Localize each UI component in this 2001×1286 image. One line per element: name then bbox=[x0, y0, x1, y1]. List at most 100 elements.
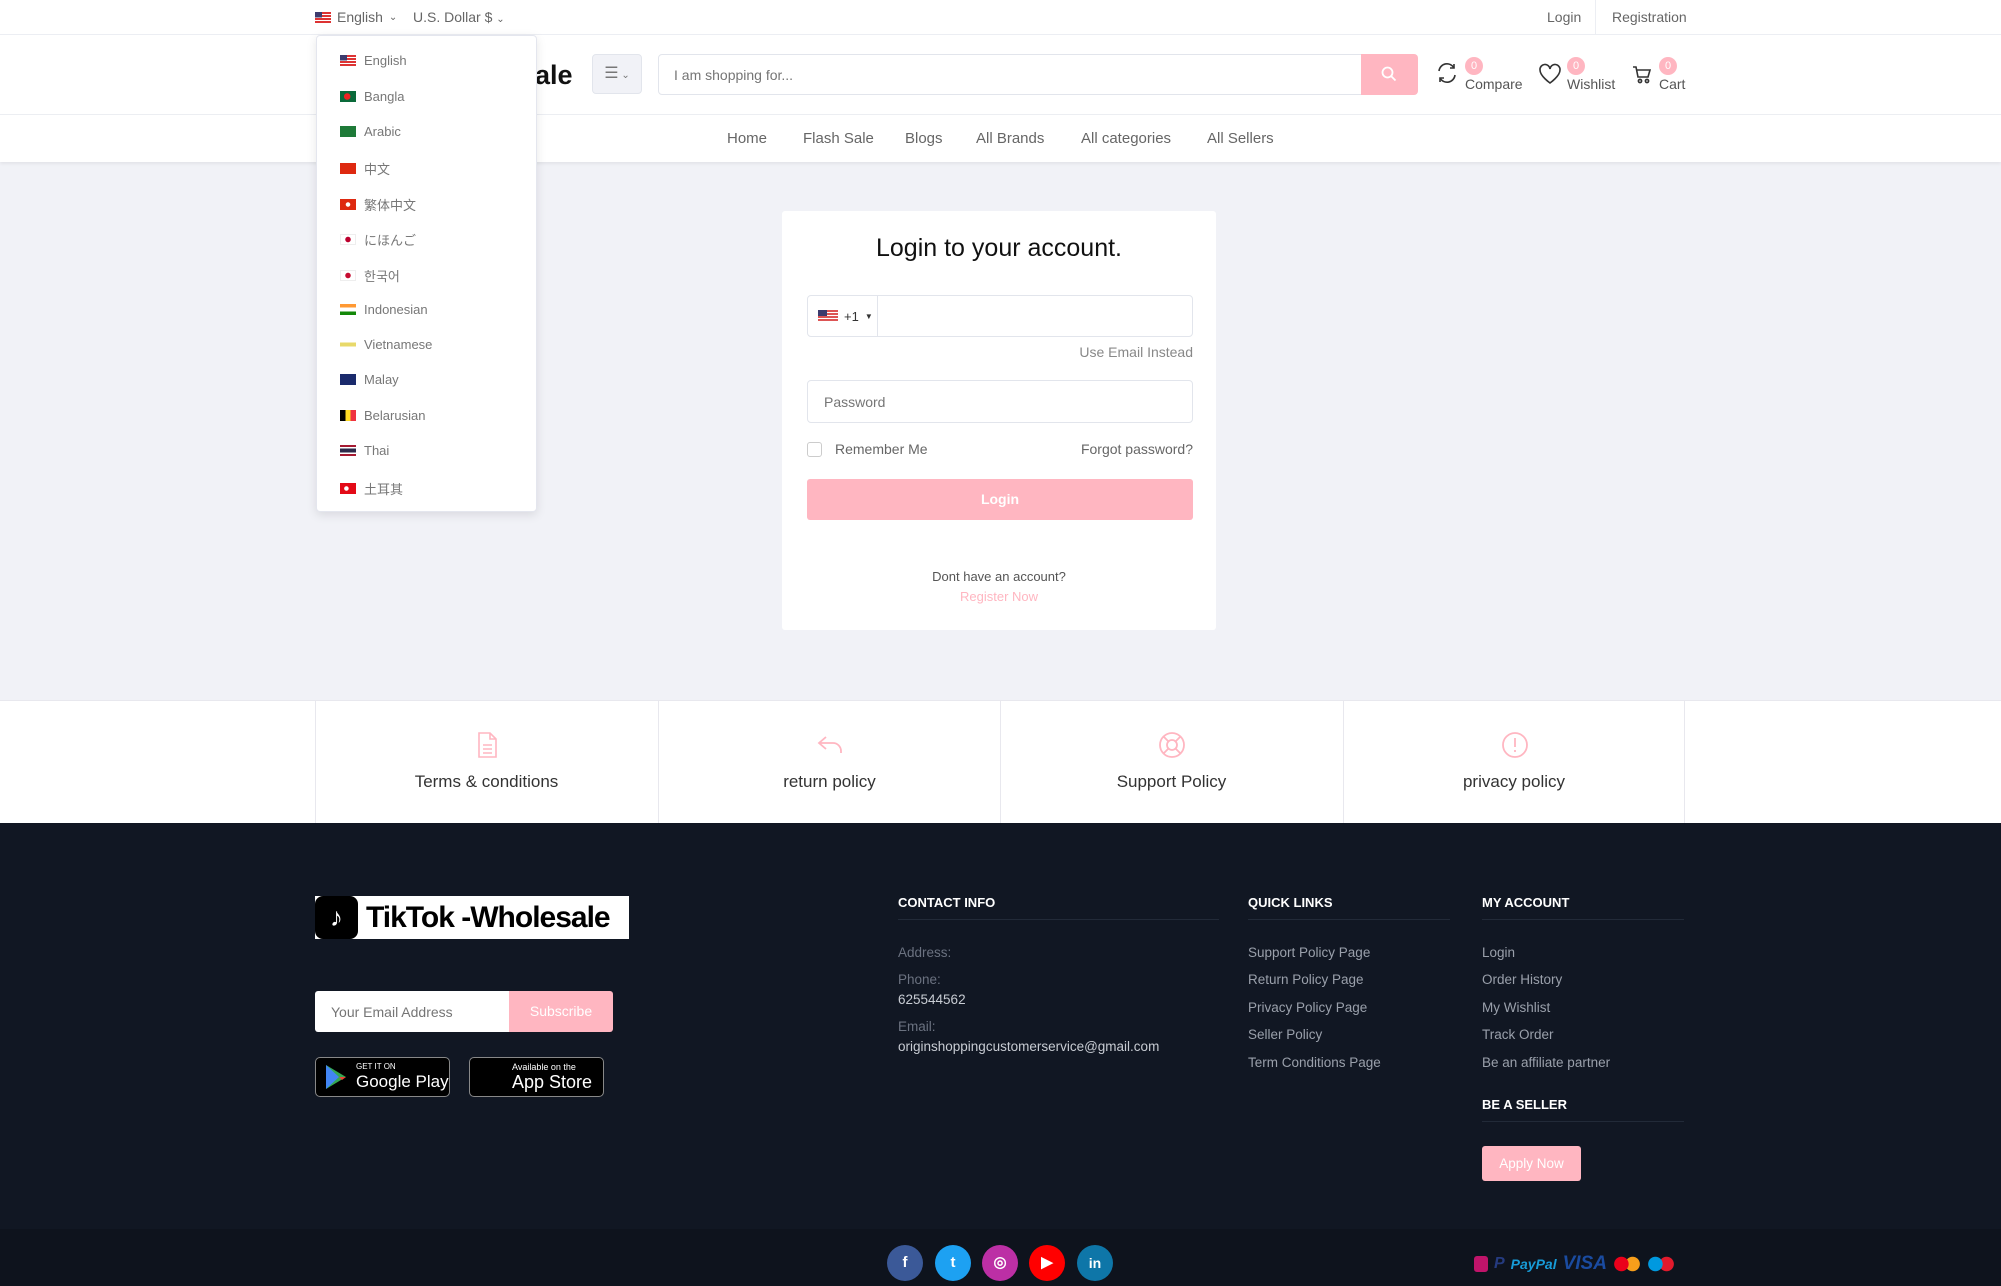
address-label: Address: bbox=[898, 945, 952, 960]
login-link[interactable]: Login bbox=[1547, 9, 1582, 25]
register-now-link[interactable]: Register Now bbox=[959, 589, 1039, 604]
us-flag-icon bbox=[818, 310, 838, 322]
wishlist-button[interactable] bbox=[1538, 63, 1562, 90]
account-link-affiliate[interactable]: Be an affiliate partner bbox=[1482, 1055, 1611, 1070]
nav-all-brands[interactable]: All Brands bbox=[976, 130, 1045, 147]
language-label: 한국어 bbox=[364, 269, 400, 284]
account-link-login[interactable]: Login bbox=[1482, 945, 1516, 960]
alert-circle-icon bbox=[1502, 732, 1528, 758]
language-option-malay[interactable]: Malay bbox=[340, 372, 399, 387]
language-option-arabic[interactable]: Arabic bbox=[340, 124, 401, 139]
wishlist-label[interactable]: Wishlist bbox=[1567, 76, 1616, 92]
account-link-track-order[interactable]: Track Order bbox=[1482, 1027, 1554, 1042]
compare-button[interactable] bbox=[1436, 62, 1458, 89]
cart-label[interactable]: Cart bbox=[1659, 76, 1686, 92]
hamburger-icon: ☰ bbox=[604, 65, 619, 82]
instagram-icon[interactable]: ◎ bbox=[982, 1245, 1018, 1281]
currency-selector[interactable]: U.S. Dollar $ ⌄ bbox=[413, 9, 505, 25]
lifebuoy-icon bbox=[1159, 732, 1185, 758]
language-label: Malay bbox=[364, 372, 399, 387]
newsletter-email-input[interactable] bbox=[315, 991, 509, 1032]
login-button[interactable]: Login bbox=[807, 479, 1193, 520]
flag-icon bbox=[340, 234, 356, 245]
footer-logo[interactable]: ♪ TikTok -Wholesale bbox=[315, 896, 629, 939]
youtube-icon[interactable]: ▶ bbox=[1029, 1245, 1065, 1281]
quick-link-support-policy[interactable]: Support Policy Page bbox=[1248, 945, 1371, 960]
language-label: Bangla bbox=[364, 89, 405, 104]
my-account-heading: MY ACCOUNT bbox=[1482, 895, 1570, 910]
flag-icon bbox=[340, 199, 356, 210]
flag-icon bbox=[340, 339, 356, 350]
quick-link-seller-policy[interactable]: Seller Policy bbox=[1248, 1027, 1323, 1042]
subscribe-button[interactable]: Subscribe bbox=[509, 991, 613, 1032]
language-option-bangla[interactable]: Bangla bbox=[340, 89, 404, 104]
top-bar bbox=[0, 0, 2001, 35]
compare-label[interactable]: Compare bbox=[1465, 76, 1523, 92]
payment-methods: P PayPal VISA bbox=[1474, 1253, 1675, 1275]
quick-link-return-policy[interactable]: Return Policy Page bbox=[1248, 972, 1364, 987]
cart-icon bbox=[1633, 66, 1652, 84]
badge-small-text: Available on the bbox=[512, 1062, 576, 1072]
language-option-korean[interactable]: 한국어 bbox=[340, 266, 400, 285]
nav-all-categories[interactable]: All categories bbox=[1081, 130, 1172, 147]
cart-button[interactable] bbox=[1632, 65, 1652, 90]
twitter-icon[interactable]: t bbox=[935, 1245, 971, 1281]
app-store-badge[interactable]: Available on the App Store bbox=[469, 1057, 604, 1097]
logo-text: TikTok -Wholesale bbox=[366, 900, 611, 934]
forgot-password-link[interactable]: Forgot password? bbox=[1080, 441, 1193, 457]
policy-label: return policy bbox=[783, 772, 876, 791]
mastercard-icon bbox=[1612, 1256, 1641, 1272]
language-option-turkish[interactable]: 土耳其 bbox=[340, 479, 403, 498]
nav-blogs[interactable]: Blogs bbox=[905, 130, 943, 147]
quick-link-term-conditions[interactable]: Term Conditions Page bbox=[1248, 1055, 1381, 1070]
remember-label: Remember Me bbox=[835, 441, 928, 457]
language-option-belarusian[interactable]: Belarusian bbox=[340, 408, 425, 423]
language-option-traditional-chinese[interactable]: 繁体中文 bbox=[340, 195, 416, 214]
nav-all-sellers[interactable]: All Sellers bbox=[1207, 130, 1274, 147]
country-code-selector[interactable]: +1 ▼ bbox=[808, 296, 878, 336]
registration-link[interactable]: Registration bbox=[1612, 9, 1687, 25]
flag-icon bbox=[340, 55, 356, 66]
nav-home[interactable]: Home bbox=[727, 130, 768, 147]
chevron-down-icon: ⌄ bbox=[496, 14, 505, 25]
badge-big-text: Google Play bbox=[356, 1072, 449, 1091]
badge-big-text: App Store bbox=[512, 1072, 593, 1092]
account-link-wishlist[interactable]: My Wishlist bbox=[1482, 1000, 1551, 1015]
quick-links-heading: QUICK LINKS bbox=[1248, 895, 1333, 910]
google-play-badge[interactable]: GET IT ON Google Play bbox=[315, 1057, 450, 1097]
use-email-link[interactable]: Use Email Instead bbox=[1079, 344, 1193, 360]
quick-link-privacy-policy[interactable]: Privacy Policy Page bbox=[1248, 1000, 1368, 1015]
language-option-english[interactable]: English bbox=[340, 53, 407, 68]
divider bbox=[898, 919, 1219, 920]
nav-flash-sale[interactable]: Flash Sale bbox=[803, 130, 874, 147]
flag-icon bbox=[340, 410, 356, 421]
search-button[interactable] bbox=[1361, 54, 1418, 95]
language-selector[interactable]: English ⌄ bbox=[315, 9, 397, 25]
search-input[interactable] bbox=[658, 54, 1362, 95]
return-policy-link[interactable]: return policy bbox=[658, 700, 1000, 823]
language-label: Arabic bbox=[364, 124, 401, 139]
language-option-vietnamese[interactable]: Vietnamese bbox=[340, 337, 432, 352]
language-option-japanese[interactable]: にほんご bbox=[340, 230, 416, 249]
apply-now-button[interactable]: Apply Now bbox=[1482, 1146, 1581, 1181]
footer bbox=[0, 823, 2001, 1229]
privacy-policy-link[interactable]: privacy policy bbox=[1343, 700, 1685, 823]
google-play-icon bbox=[326, 1065, 346, 1089]
account-link-order-history[interactable]: Order History bbox=[1482, 972, 1563, 987]
remember-checkbox[interactable] bbox=[807, 442, 822, 457]
policy-label: Terms & conditions bbox=[414, 772, 559, 791]
language-option-chinese[interactable]: 中文 bbox=[340, 159, 390, 178]
categories-menu-button[interactable]: ☰ ⌄ bbox=[592, 54, 642, 94]
password-field[interactable] bbox=[807, 380, 1193, 423]
email-value: originshoppingcustomerservice@gmail.com bbox=[898, 1039, 1160, 1054]
phone-field[interactable]: +1 ▼ bbox=[807, 295, 1193, 337]
facebook-icon[interactable]: f bbox=[887, 1245, 923, 1281]
support-policy-link[interactable]: Support Policy bbox=[1000, 700, 1342, 823]
contact-heading: CONTACT INFO bbox=[898, 895, 996, 910]
language-option-indonesian[interactable]: Indonesian bbox=[340, 302, 428, 317]
linkedin-icon[interactable]: in bbox=[1077, 1245, 1113, 1281]
terms-conditions-link[interactable]: Terms & conditions bbox=[315, 700, 657, 823]
caret-down-icon: ▼ bbox=[864, 311, 873, 321]
language-label: Belarusian bbox=[364, 408, 426, 423]
language-option-thai[interactable]: Thai bbox=[340, 443, 389, 458]
